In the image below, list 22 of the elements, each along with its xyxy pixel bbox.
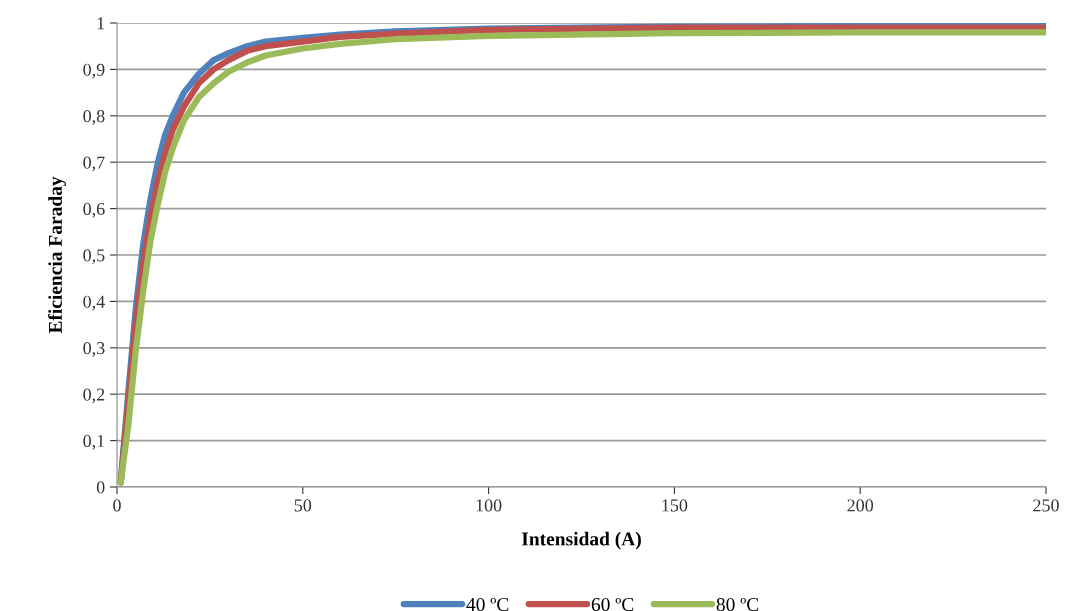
x-tick-label: 50	[294, 499, 312, 512]
y-tick-label: 0	[96, 481, 105, 494]
y-tick-label: 0,3	[83, 342, 105, 357]
x-tick-label: 0	[113, 499, 121, 512]
y-tick-label: 0,1	[83, 434, 105, 450]
x-tick-label: 100	[476, 499, 502, 512]
x-tick-label: 200	[847, 499, 874, 512]
y-tick-label: 0,7	[83, 156, 105, 172]
x-axis-title: Intensidad (A)	[521, 531, 641, 550]
y-tick-label: 0,8	[83, 110, 105, 125]
legend-label: 40 ºC	[466, 597, 509, 611]
y-tick-label: 0,4	[83, 295, 105, 311]
legend-label: 80 ºC	[716, 597, 759, 611]
y-tick-label: 0,6	[83, 202, 105, 218]
y-tick-label: 0,5	[83, 249, 105, 265]
legend-label: 60 ºC	[591, 597, 634, 611]
y-tick-label: 1	[97, 17, 105, 30]
y-tick-label: 0,9	[83, 63, 105, 79]
y-tick-label: 0,2	[83, 388, 105, 404]
x-tick-label: 150	[662, 499, 688, 512]
y-axis-title: Eficiencia Faraday	[48, 176, 66, 334]
x-tick-label: 250	[1033, 499, 1059, 512]
